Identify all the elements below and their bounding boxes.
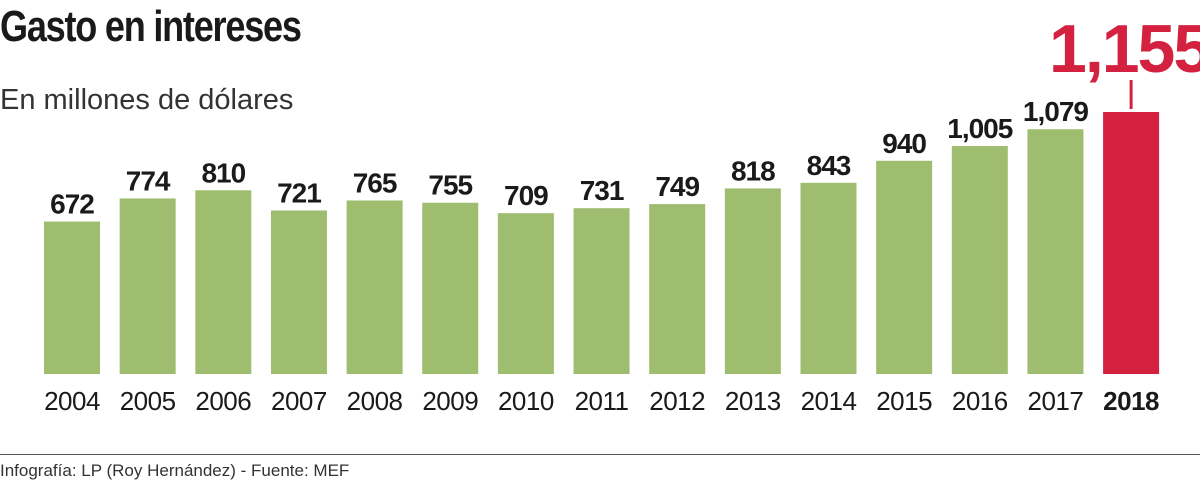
value-label-2012: 749	[655, 171, 699, 202]
value-label-2018: 1,155	[1049, 11, 1200, 87]
value-label-2009: 755	[428, 170, 472, 201]
bar-2005	[119, 198, 176, 374]
bar-2012	[649, 204, 706, 374]
x-tick-label-2009: 2009	[422, 386, 478, 416]
value-label-2015: 940	[882, 128, 926, 159]
x-tick-label-2004: 2004	[44, 386, 100, 416]
bar-2009	[422, 202, 479, 374]
x-tick-label-2014: 2014	[801, 386, 857, 416]
value-label-2004: 672	[50, 189, 94, 220]
bar-2004	[44, 221, 100, 374]
value-label-2005: 774	[126, 165, 171, 196]
chart-title: Gasto en intereses	[0, 2, 302, 51]
bar-2016	[951, 146, 1008, 374]
value-label-2008: 765	[353, 167, 397, 198]
value-label-2016: 1,005	[947, 113, 1012, 144]
x-tick-label-2008: 2008	[347, 386, 403, 416]
x-tick-label-2011: 2011	[575, 386, 629, 416]
value-label-2006: 810	[201, 157, 245, 188]
bar-2017	[1027, 129, 1084, 374]
bar-2018	[1103, 112, 1160, 374]
source-credit: Infografía: LP (Roy Hernández) - Fuente:…	[0, 461, 350, 480]
x-tick-label-2018: 2018	[1103, 386, 1159, 416]
x-tick-label-2015: 2015	[876, 386, 932, 416]
bar-2014	[800, 182, 857, 374]
footer-divider	[0, 454, 1200, 455]
bar-2015	[876, 160, 933, 374]
bar-2007	[270, 210, 327, 374]
x-tick-label-2017: 2017	[1028, 386, 1084, 416]
value-label-2013: 818	[731, 155, 775, 186]
value-label-2011: 731	[580, 175, 624, 206]
bar-2011	[573, 208, 630, 374]
x-tick-label-2010: 2010	[498, 386, 554, 416]
x-tick-label-2005: 2005	[120, 386, 176, 416]
x-tick-label-2013: 2013	[725, 386, 781, 416]
value-label-2007: 721	[277, 177, 321, 208]
value-label-2010: 709	[504, 180, 548, 211]
bar-2006	[195, 190, 252, 374]
x-tick-label-2016: 2016	[952, 386, 1008, 416]
value-label-2014: 843	[807, 150, 851, 181]
bar-2013	[724, 188, 781, 374]
value-label-2017: 1,079	[1023, 96, 1088, 127]
x-tick-label-2007: 2007	[271, 386, 327, 416]
x-tick-label-2006: 2006	[195, 386, 251, 416]
x-tick-label-2012: 2012	[649, 386, 705, 416]
bar-2008	[346, 200, 403, 374]
bar-2010	[497, 213, 554, 374]
chart-subtitle: En millones de dólares	[0, 84, 294, 116]
